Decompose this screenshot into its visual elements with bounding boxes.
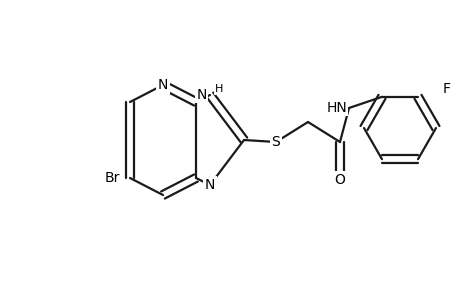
Text: N: N: [204, 178, 215, 192]
Text: O: O: [334, 173, 345, 187]
Text: S: S: [271, 135, 280, 149]
Text: Br: Br: [104, 171, 119, 185]
Text: H: H: [214, 84, 223, 94]
Text: F: F: [442, 82, 450, 96]
Text: N: N: [157, 78, 168, 92]
Text: HN: HN: [325, 101, 346, 115]
Text: N: N: [196, 88, 207, 102]
